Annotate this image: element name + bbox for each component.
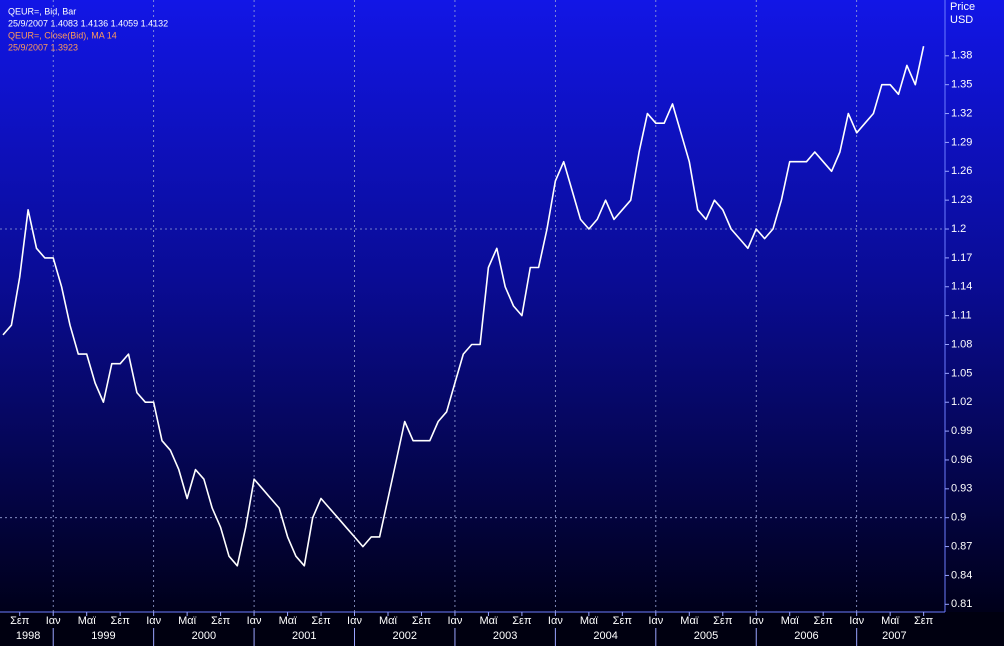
y-tick-label: 1.11	[951, 310, 972, 322]
y-tick-label: 1.23	[951, 194, 972, 206]
x-tick-label: Ιαν	[447, 615, 462, 627]
y-tick-label: 0.93	[951, 483, 972, 495]
annotation: 25/9/2007 1.4083 1.4136 1.4059 1.4132	[8, 18, 168, 28]
x-tick-label: Μαϊ	[78, 615, 97, 627]
x-tick-label: Μαϊ	[279, 615, 298, 627]
y-tick-label: 0.96	[951, 454, 972, 466]
price-line	[2, 46, 925, 567]
x-tick-label: Μαϊ	[178, 615, 197, 627]
y-tick-label: 1.05	[951, 367, 972, 379]
x-tick-label: Ιαν	[146, 615, 161, 627]
x-tick-label: Σεπ	[512, 615, 532, 627]
x-tick-label: Ιαν	[749, 615, 764, 627]
x-tick-label: Σεπ	[613, 615, 633, 627]
year-label: 2004	[593, 630, 617, 642]
x-tick-label: Μαϊ	[881, 615, 900, 627]
x-tick-label: Ιαν	[849, 615, 864, 627]
year-label: 2003	[493, 630, 517, 642]
y-tick-label: 1.29	[951, 136, 972, 148]
x-tick-label: Σεπ	[10, 615, 30, 627]
x-tick-label: Μαϊ	[580, 615, 599, 627]
y-tick-label: 0.9	[951, 512, 966, 524]
y-axis-title: Price	[950, 1, 975, 13]
y-tick-label: 0.84	[951, 569, 972, 581]
year-label: 2000	[192, 630, 216, 642]
y-tick-label: 1.32	[951, 107, 972, 119]
y-tick-label: 1.17	[951, 252, 972, 264]
axis-background	[0, 612, 1004, 646]
plot-background	[0, 0, 1004, 612]
x-tick-label: Σεπ	[814, 615, 834, 627]
y-tick-label: 1.08	[951, 338, 972, 350]
x-tick-label: Ιαν	[247, 615, 262, 627]
year-label: 2005	[694, 630, 718, 642]
x-tick-label: Σεπ	[914, 615, 934, 627]
y-tick-label: 0.99	[951, 425, 972, 437]
annotation: 25/9/2007 1.3923	[8, 42, 78, 52]
legend-entry: QEUR=, Bid, Bar	[8, 6, 76, 16]
year-label: 2006	[794, 630, 818, 642]
x-tick-label: Ιαν	[347, 615, 362, 627]
x-tick-label: Μαϊ	[680, 615, 699, 627]
y-tick-label: 0.81	[951, 598, 972, 610]
year-label: 1999	[91, 630, 115, 642]
y-tick-label: 1.02	[951, 396, 972, 408]
x-tick-label: Σεπ	[111, 615, 131, 627]
y-tick-label: 1.26	[951, 165, 972, 177]
y-tick-label: 1.2	[951, 223, 966, 235]
x-tick-label: Ιαν	[46, 615, 61, 627]
year-label: 2002	[392, 630, 416, 642]
x-tick-label: Σεπ	[713, 615, 733, 627]
y-tick-label: 1.38	[951, 50, 972, 62]
x-tick-label: Ιαν	[548, 615, 563, 627]
y-axis-unit: USD	[950, 14, 973, 26]
x-tick-label: Σεπ	[211, 615, 231, 627]
x-tick-label: Ιαν	[648, 615, 663, 627]
x-tick-label: Σεπ	[311, 615, 331, 627]
year-label: 2007	[882, 630, 906, 642]
annotation: QEUR=, Close(Bid), MA 14	[8, 30, 117, 40]
year-label: 2001	[292, 630, 316, 642]
year-label: 1998	[16, 630, 40, 642]
y-tick-label: 1.35	[951, 79, 972, 91]
y-tick-label: 1.14	[951, 281, 972, 293]
y-tick-label: 0.87	[951, 540, 972, 552]
x-tick-label: Σεπ	[412, 615, 432, 627]
x-tick-label: Μαϊ	[379, 615, 398, 627]
x-tick-label: Μαϊ	[479, 615, 498, 627]
x-tick-label: Μαϊ	[781, 615, 800, 627]
